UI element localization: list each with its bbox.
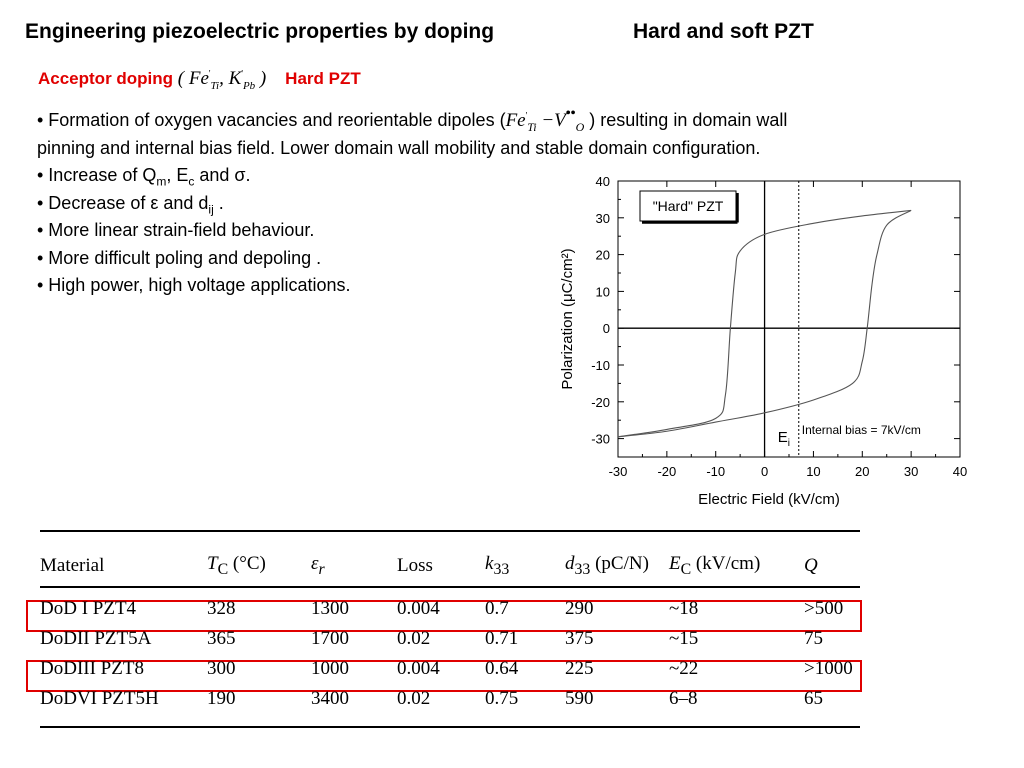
legend-label: "Hard" PZT [653, 198, 724, 214]
hard-pzt-label: Hard PZT [285, 69, 361, 88]
x-axis-label: Electric Field (kV/cm) [698, 491, 840, 508]
bullet-applications: • High power, high voltage applications. [37, 275, 351, 295]
table-header-row: Material TC (°C) εr Loss k33 d33 (pC/N) … [40, 538, 860, 594]
bullet-oxygen-vacancies: • Formation of oxygen vacancies and reor… [37, 106, 788, 158]
highlight-box-pzt8 [26, 660, 862, 692]
bullet-increase: • Increase of Qm, Ec and σ. [37, 165, 251, 189]
x-tick-label: -10 [706, 464, 725, 479]
bullet-poling: • More difficult poling and depoling . [37, 247, 322, 268]
y-tick-label: -30 [591, 432, 610, 447]
header-q: Q [804, 555, 818, 576]
y-tick-label: 30 [596, 211, 610, 226]
x-tick-label: 20 [855, 464, 869, 479]
y-axis-label: Polarization (μC/cm²) [559, 248, 576, 389]
slide-title: Engineering piezoelectric properties by … [25, 20, 814, 44]
pzt-properties-table-wrap: Material TC (°C) εr Loss k33 d33 (pC/N) … [26, 530, 862, 735]
pzt-properties-table: Material TC (°C) εr Loss k33 d33 (pC/N) … [40, 538, 860, 714]
dipole-formula: Fe'Ti −V••O [505, 106, 585, 134]
table-row: DoDII PZT5A 365 1700 0.02 0.71 375 ~15 75 [40, 628, 823, 649]
header-k33: k33 [485, 553, 510, 578]
y-tick-label: 10 [596, 284, 610, 299]
x-tick-label: 0 [761, 464, 768, 479]
acceptor-doping-label: Acceptor doping [38, 69, 174, 88]
header-er: εr [311, 553, 325, 578]
x-tick-label: 10 [806, 464, 820, 479]
table-row: DoDIII PZT8 300 1000 0.004 0.64 225 ~22 >100… [40, 658, 853, 679]
title-main: Engineering piezoelectric properties by … [25, 20, 495, 43]
table-top-rule [40, 530, 860, 532]
x-tick-label: -20 [657, 464, 676, 479]
header-d33: d33 (pC/N) [565, 553, 649, 578]
internal-bias-annotation: Internal bias = 7kV/cm [802, 423, 921, 437]
y-tick-label: -20 [591, 395, 610, 410]
axis-ticks: -30 -20 -10 0 10 20 30 40 -30 -20 -10 0 10 20 30 40 [591, 174, 967, 479]
acceptor-formula: ( Fe'Ti, K'Pb ) [177, 68, 271, 92]
highlight-box-pzt4 [26, 600, 862, 632]
bullet-decrease: • Decrease of ε and dij . [37, 192, 224, 217]
acceptor-doping-line: Acceptor doping ( Fe'Ti, K'Pb ) Hard PZT [38, 68, 361, 92]
x-tick-label: 30 [904, 464, 918, 479]
table-bottom-rule [40, 726, 860, 728]
table-row: DoD I PZT4 328 1300 0.004 0.7 290 ~18 >500 [40, 598, 844, 619]
y-tick-label: 20 [596, 248, 610, 263]
table-header-rule [40, 586, 860, 588]
ei-label: Ei [778, 429, 790, 449]
header-tc: TC (°C) [207, 553, 266, 578]
header-loss: Loss [397, 555, 433, 576]
x-tick-label: -30 [609, 464, 628, 479]
hysteresis-loop [617, 209, 912, 438]
hysteresis-chart: -30 -20 -10 0 10 20 30 40 -30 -20 -10 0 10 20 30 40 "Ha… [559, 174, 967, 508]
table-row: DoDVI PZT5H 190 3400 0.02 0.75 590 6–8 65 [40, 688, 823, 709]
header-ec: EC (kV/cm) [669, 553, 761, 578]
y-tick-label: -10 [591, 358, 610, 373]
descending-branch [617, 209, 912, 438]
bullet-linear: • More linear strain-field behaviour. [37, 220, 315, 240]
legend-box: "Hard" PZT [639, 190, 739, 224]
zero-axes [618, 181, 960, 457]
y-tick-label: 0 [603, 321, 610, 336]
title-right: Hard and soft PZT [633, 20, 814, 43]
bullet-list: • Formation of oxygen vacancies and reor… [37, 100, 997, 300]
x-tick-label: 40 [953, 464, 967, 479]
header-material: Material [40, 555, 105, 576]
ascending-branch [617, 209, 912, 438]
y-tick-label: 40 [596, 174, 610, 189]
